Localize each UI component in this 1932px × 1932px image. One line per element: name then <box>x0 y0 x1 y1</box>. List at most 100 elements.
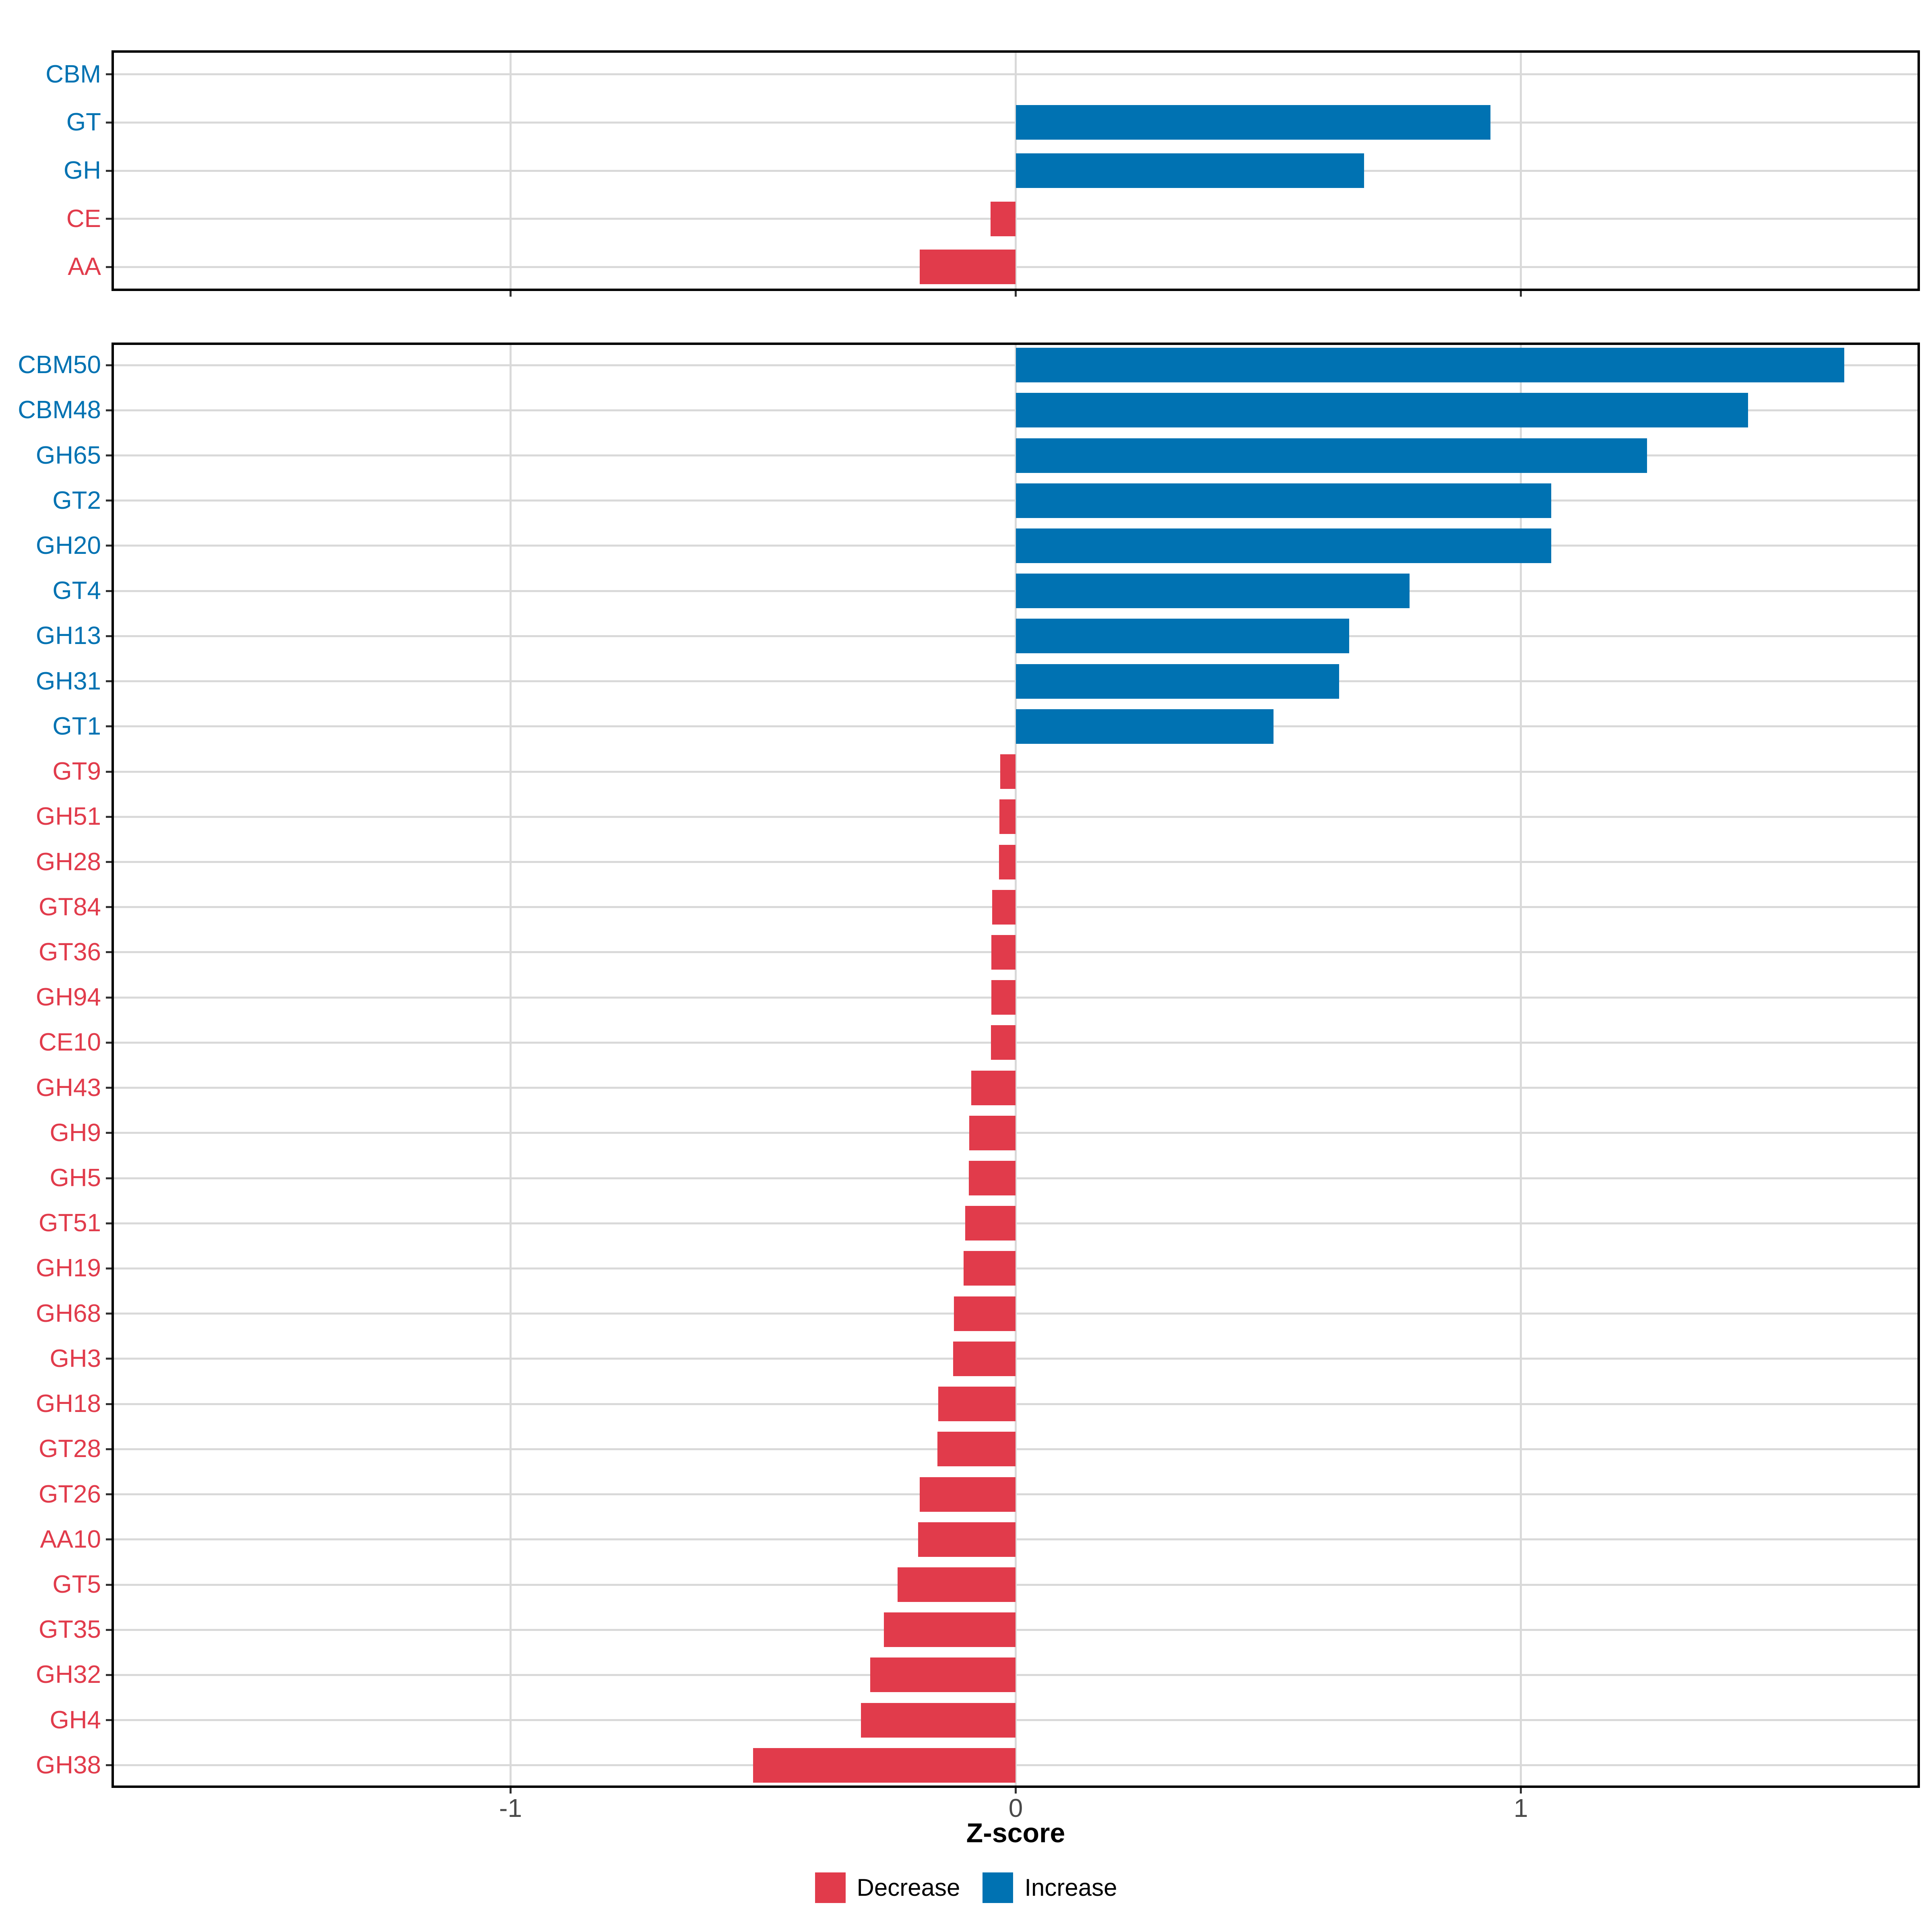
x-axis-tick <box>509 291 512 297</box>
bar <box>965 1206 1016 1241</box>
bar <box>1016 483 1551 518</box>
y-axis-label: GT1 <box>52 712 101 740</box>
bar <box>938 1387 1016 1422</box>
y-axis-tick <box>106 1629 111 1631</box>
y-axis-label: GH3 <box>50 1344 101 1373</box>
y-axis-tick <box>106 1493 111 1496</box>
bar <box>969 1115 1016 1150</box>
y-axis-label: CE <box>66 204 101 233</box>
gridline-v <box>1015 345 1017 1785</box>
bar <box>920 250 1016 285</box>
y-axis-label: GT35 <box>38 1616 101 1644</box>
y-axis-tick <box>106 169 111 172</box>
y-axis-tick <box>106 1267 111 1269</box>
bar <box>1016 438 1647 473</box>
y-axis-label: GH5 <box>50 1164 101 1192</box>
y-axis-label: GT2 <box>52 486 101 514</box>
bar <box>883 1612 1016 1647</box>
y-axis-label: GT4 <box>52 577 101 605</box>
bar <box>1016 574 1410 609</box>
y-axis-label: GT36 <box>38 938 101 966</box>
gridline-v <box>1520 345 1522 1785</box>
y-axis-label: GH38 <box>36 1751 101 1779</box>
bar <box>968 1161 1016 1196</box>
legend-item: Decrease <box>815 1872 960 1903</box>
y-axis-tick <box>106 1674 111 1676</box>
y-axis-label: GH28 <box>36 848 101 876</box>
y-axis-label: CBM48 <box>18 396 101 424</box>
legend: Decrease Increase <box>0 1872 1932 1903</box>
y-axis-label: GH13 <box>36 622 101 650</box>
legend-swatch-increase <box>983 1872 1013 1903</box>
x-axis-tick <box>1015 1788 1017 1794</box>
y-axis-tick <box>106 725 111 728</box>
y-axis-label: GT51 <box>38 1209 101 1237</box>
y-axis-tick <box>106 454 111 457</box>
legend-swatch-decrease <box>815 1872 846 1903</box>
bar <box>971 1070 1016 1105</box>
y-axis-label: CBM <box>45 60 101 88</box>
bar <box>1016 393 1748 428</box>
x-tick-label: 0 <box>1008 1794 1023 1823</box>
y-axis-label: GH51 <box>36 803 101 831</box>
y-axis-label: CBM50 <box>18 351 101 379</box>
y-axis-label: GH18 <box>36 1390 101 1418</box>
y-axis-label: GH9 <box>50 1119 101 1147</box>
y-axis-tick <box>106 680 111 683</box>
bar <box>918 1522 1016 1557</box>
y-axis-tick <box>106 951 111 954</box>
y-axis-tick <box>106 906 111 908</box>
gridline-v <box>509 345 512 1785</box>
bar <box>991 935 1016 970</box>
bar <box>953 1341 1016 1376</box>
x-axis-title: Z-score <box>966 1818 1065 1848</box>
y-axis-label: CE10 <box>38 1028 101 1057</box>
y-axis-tick <box>106 1041 111 1044</box>
y-axis-label: GH <box>64 157 101 184</box>
bar <box>964 1251 1016 1286</box>
bar <box>937 1432 1016 1467</box>
y-axis-label: GH68 <box>36 1299 101 1327</box>
y-axis-tick <box>106 635 111 637</box>
y-axis-tick <box>106 1403 111 1405</box>
y-axis-label: GH43 <box>36 1073 101 1102</box>
bar <box>897 1567 1016 1602</box>
y-axis-tick <box>106 266 111 268</box>
y-axis-tick <box>106 1132 111 1134</box>
bar <box>954 1296 1016 1331</box>
gridline-v <box>1520 53 1522 289</box>
legend-label: Decrease <box>857 1874 960 1901</box>
y-axis-label: GH65 <box>36 441 101 469</box>
legend-label: Increase <box>1024 1874 1117 1901</box>
y-axis-tick <box>106 1087 111 1089</box>
y-axis-label: AA10 <box>40 1525 101 1553</box>
y-axis-label: GT9 <box>52 758 101 786</box>
y-axis-label: GT <box>66 108 101 136</box>
y-axis-tick <box>106 1313 111 1315</box>
bar <box>1016 619 1349 654</box>
bar <box>870 1657 1016 1693</box>
y-axis-tick <box>106 1719 111 1721</box>
bar <box>1016 153 1364 188</box>
y-axis-tick <box>106 409 111 411</box>
y-axis-tick <box>106 121 111 124</box>
y-axis-tick <box>106 364 111 366</box>
y-axis-tick <box>106 218 111 220</box>
x-axis-tick <box>1520 1788 1522 1794</box>
bar <box>999 844 1016 879</box>
y-axis-tick <box>106 1448 111 1450</box>
bar <box>990 201 1016 236</box>
y-axis-label: GH32 <box>36 1661 101 1689</box>
y-axis-label: GT28 <box>38 1435 101 1463</box>
y-axis-tick <box>106 1222 111 1224</box>
bar <box>1016 709 1274 744</box>
y-axis-tick <box>106 1764 111 1767</box>
x-axis-tick <box>1015 291 1017 297</box>
y-axis-tick <box>106 996 111 999</box>
bar <box>992 890 1016 925</box>
bar <box>1016 664 1339 699</box>
y-axis-tick <box>106 500 111 502</box>
y-axis-tick <box>106 770 111 773</box>
y-axis-label: AA <box>68 253 101 281</box>
